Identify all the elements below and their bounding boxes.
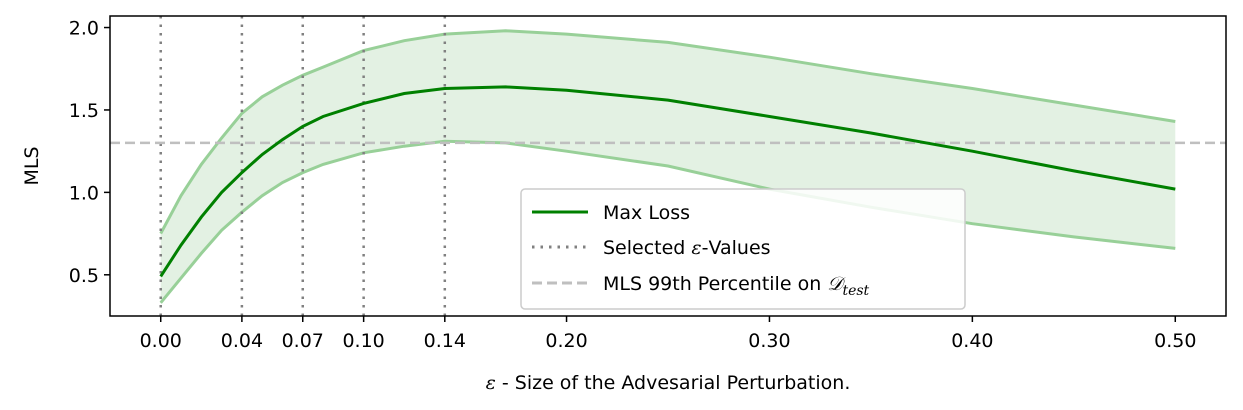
y-tick-label-1: 1.0 (69, 182, 99, 204)
legend-label-0: Max Loss (603, 202, 690, 224)
legend-label-symbol-2: 𝒟 (827, 273, 846, 295)
x-tick-label-4: 0.14 (424, 330, 466, 352)
y-tick-label-3: 2.0 (69, 18, 99, 40)
legend-label-subscript-2: test (842, 283, 869, 299)
legend-label-prefix-2: MLS 99th Percentile on (603, 273, 827, 295)
legend-label-symbol-1: ε (691, 237, 701, 259)
band-upper-edge (159, 29, 1176, 235)
x-axis-label-text: - Size of the Advesarial Perturbation. (496, 372, 851, 394)
legend-label-1: Selected ε-Values (603, 237, 771, 259)
x-tick-label-3: 0.10 (342, 330, 384, 352)
x-tick-label-7: 0.40 (951, 330, 993, 352)
y-tick-label-2: 1.5 (69, 100, 99, 122)
x-axis-label: ε - Size of the Advesarial Perturbation. (486, 372, 851, 394)
y-tick-label-0: 0.5 (69, 265, 99, 287)
plot-frame (109, 15, 1227, 317)
max-loss-line (159, 85, 1176, 278)
x-tick-label-0: 0.00 (140, 330, 182, 352)
legend-label-suffix-1: -Values (702, 237, 771, 259)
legend: Max Loss Selected ε-Values MLS 99th Percen… (520, 188, 966, 310)
x-tick-label-2: 0.07 (282, 330, 324, 352)
x-tick-label-1: 0.04 (221, 330, 263, 352)
y-axis-label: MLS (21, 146, 43, 185)
legend-label-prefix-1: Selected (603, 237, 691, 259)
confidence-band (160, 30, 1176, 303)
x-axis-label-symbol: ε (486, 372, 496, 394)
axes: 0.00 0.04 0.07 0.10 0.14 0.20 0.30 0.40 0.50 0.5 1… (21, 15, 1227, 394)
legend-label-2: MLS 99th Percentile on 𝒟test (603, 273, 870, 299)
x-tick-label-5: 0.20 (545, 330, 587, 352)
legend-box (520, 188, 966, 310)
x-tick-label-6: 0.30 (748, 330, 790, 352)
x-tick-label-8: 0.50 (1154, 330, 1196, 352)
